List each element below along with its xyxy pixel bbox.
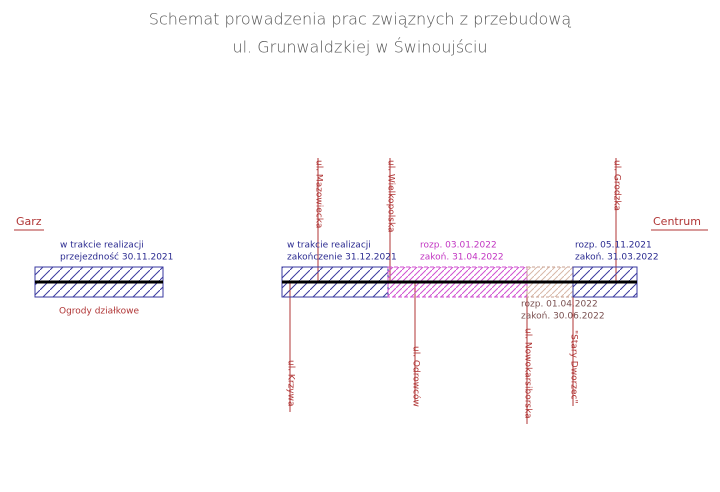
segment-label: w trakcie realizacji — [60, 241, 144, 251]
area-note: Ogrody działkowe — [59, 307, 139, 317]
segment-label: zakoń. 31.03.2022 — [575, 253, 659, 263]
segment-label: w trakcie realizacji — [287, 241, 371, 251]
segment-label: zakoń. 31.04.2022 — [420, 253, 504, 263]
street-label: ul. Grodzka — [612, 160, 622, 211]
segment-label: zakończenie 31.12.2021 — [287, 253, 397, 263]
street-label: ul. Krzywa — [286, 360, 296, 406]
title-line: Schemat prowadzenia prac związnych z prz… — [149, 10, 572, 29]
end-label: Centrum — [653, 215, 701, 228]
end-label: Garz — [16, 215, 42, 228]
segment-label: rozp. 03.01.2022 — [420, 241, 497, 251]
title-line: ul. Grunwaldzkiej w Świnoujściu — [232, 38, 487, 57]
street-label: ul. Mazowiecka — [314, 160, 324, 228]
segment-label: przejezdność 30.11.2021 — [60, 252, 173, 263]
street-lines — [289, 158, 617, 424]
segment-label: zakoń. 30.06.2022 — [521, 312, 605, 322]
street-label: ul. Nowokarsiborska — [523, 328, 533, 419]
street-label: "Stary Dworzec" — [569, 330, 579, 404]
segment-label: rozp. 01.04.2022 — [521, 300, 598, 310]
segment-label: rozp. 05.11.2021 — [575, 241, 652, 251]
street-label: ul. Wielkopolska — [386, 160, 396, 233]
road-segments — [34, 266, 638, 298]
street-label: ul. Odrowców — [411, 346, 422, 407]
